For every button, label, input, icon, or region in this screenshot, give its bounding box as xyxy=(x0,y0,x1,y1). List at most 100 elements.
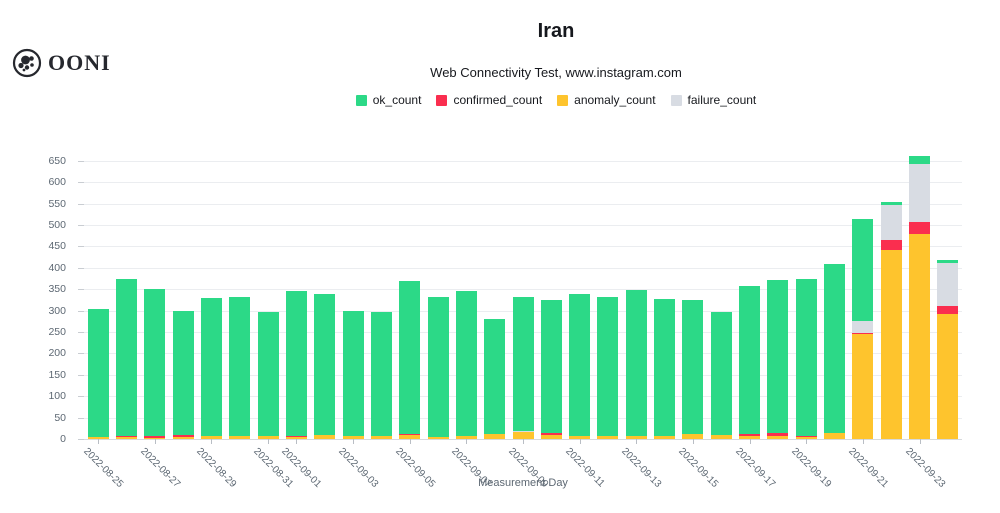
bar-segment-anomaly_count[interactable] xyxy=(484,433,506,439)
bar-segment-confirmed_count[interactable] xyxy=(937,305,959,315)
bar-segment-ok_count[interactable] xyxy=(824,263,846,433)
bar-segment-anomaly_count[interactable] xyxy=(172,437,194,439)
bar-segment-anomaly_count[interactable] xyxy=(257,436,279,439)
bar-2022-09-18[interactable] xyxy=(767,280,789,439)
bar-segment-ok_count[interactable] xyxy=(172,310,194,436)
bar-segment-anomaly_count[interactable] xyxy=(229,436,251,439)
bar-2022-09-17[interactable] xyxy=(739,285,761,439)
bar-segment-anomaly_count[interactable] xyxy=(597,436,619,439)
bar-segment-ok_count[interactable] xyxy=(937,260,959,264)
bar-segment-ok_count[interactable] xyxy=(342,310,364,437)
bar-segment-anomaly_count[interactable] xyxy=(654,435,676,439)
bar-2022-08-31[interactable] xyxy=(257,311,279,439)
bar-segment-failure_count[interactable] xyxy=(852,320,874,333)
bar-segment-anomaly_count[interactable] xyxy=(370,435,392,439)
bar-segment-failure_count[interactable] xyxy=(512,430,534,432)
bar-2022-08-27[interactable] xyxy=(144,289,166,439)
bar-segment-ok_count[interactable] xyxy=(484,319,506,434)
bar-2022-09-22[interactable] xyxy=(880,201,902,439)
bar-segment-ok_count[interactable] xyxy=(540,299,562,434)
bar-segment-anomaly_count[interactable] xyxy=(682,433,704,439)
bar-segment-confirmed_count[interactable] xyxy=(795,435,817,438)
bar-segment-ok_count[interactable] xyxy=(285,291,307,437)
bar-segment-ok_count[interactable] xyxy=(767,280,789,434)
bar-segment-failure_count[interactable] xyxy=(937,263,959,306)
bar-segment-ok_count[interactable] xyxy=(229,296,251,437)
bar-segment-ok_count[interactable] xyxy=(87,308,109,437)
bar-segment-anomaly_count[interactable] xyxy=(739,435,761,439)
bar-segment-confirmed_count[interactable] xyxy=(909,222,931,234)
bar-segment-failure_count[interactable] xyxy=(909,164,931,223)
bar-segment-anomaly_count[interactable] xyxy=(144,438,166,439)
bar-2022-09-21[interactable] xyxy=(852,218,874,439)
bar-segment-ok_count[interactable] xyxy=(909,155,931,165)
bar-2022-09-10[interactable] xyxy=(540,299,562,439)
bar-segment-ok_count[interactable] xyxy=(144,289,166,437)
bar-segment-anomaly_count[interactable] xyxy=(852,334,874,439)
bar-2022-09-14[interactable] xyxy=(654,298,676,439)
bar-segment-anomaly_count[interactable] xyxy=(569,435,591,439)
bar-segment-ok_count[interactable] xyxy=(682,299,704,434)
bar-2022-09-20[interactable] xyxy=(824,263,846,439)
bar-segment-ok_count[interactable] xyxy=(512,296,534,431)
bar-segment-confirmed_count[interactable] xyxy=(739,433,761,436)
bar-2022-08-25[interactable] xyxy=(87,308,109,439)
bar-2022-08-29[interactable] xyxy=(200,297,222,439)
bar-segment-ok_count[interactable] xyxy=(115,278,137,436)
bar-segment-confirmed_count[interactable] xyxy=(144,436,166,439)
bar-segment-anomaly_count[interactable] xyxy=(880,250,902,439)
bar-segment-ok_count[interactable] xyxy=(370,311,392,436)
bar-segment-anomaly_count[interactable] xyxy=(200,436,222,439)
bar-segment-confirmed_count[interactable] xyxy=(880,240,902,251)
bar-2022-09-02[interactable] xyxy=(314,293,336,439)
bar-2022-08-28[interactable] xyxy=(172,310,194,439)
bar-segment-anomaly_count[interactable] xyxy=(427,437,449,439)
bar-segment-confirmed_count[interactable] xyxy=(540,433,562,435)
bar-2022-09-07[interactable] xyxy=(455,291,477,439)
legend-item-failure-count[interactable]: failure_count xyxy=(670,93,756,107)
bar-segment-ok_count[interactable] xyxy=(852,218,874,321)
bar-segment-ok_count[interactable] xyxy=(597,296,619,437)
bar-2022-09-23[interactable] xyxy=(909,155,931,439)
bar-2022-09-03[interactable] xyxy=(342,310,364,439)
bar-segment-confirmed_count[interactable] xyxy=(399,433,421,435)
bar-segment-anomaly_count[interactable] xyxy=(625,435,647,439)
bar-segment-anomaly_count[interactable] xyxy=(937,314,959,439)
bar-segment-ok_count[interactable] xyxy=(200,297,222,437)
legend-item-ok-count[interactable]: ok_count xyxy=(355,93,421,107)
bar-2022-09-19[interactable] xyxy=(795,279,817,439)
bar-segment-ok_count[interactable] xyxy=(427,296,449,438)
bar-2022-08-26[interactable] xyxy=(115,278,137,439)
bar-segment-anomaly_count[interactable] xyxy=(824,432,846,439)
bar-segment-anomaly_count[interactable] xyxy=(710,434,732,439)
bar-segment-ok_count[interactable] xyxy=(795,279,817,436)
bar-segment-ok_count[interactable] xyxy=(257,311,279,437)
bar-2022-09-01[interactable] xyxy=(285,291,307,439)
bar-segment-confirmed_count[interactable] xyxy=(115,435,137,437)
bar-segment-anomaly_count[interactable] xyxy=(909,233,931,439)
bar-2022-09-13[interactable] xyxy=(625,290,647,439)
bar-segment-ok_count[interactable] xyxy=(739,285,761,434)
bar-segment-anomaly_count[interactable] xyxy=(399,434,421,439)
bar-segment-anomaly_count[interactable] xyxy=(540,434,562,439)
bar-2022-09-11[interactable] xyxy=(569,293,591,439)
bar-2022-09-16[interactable] xyxy=(710,312,732,439)
bar-segment-anomaly_count[interactable] xyxy=(512,431,534,439)
legend-item-confirmed-count[interactable]: confirmed_count xyxy=(436,93,542,107)
bar-segment-confirmed_count[interactable] xyxy=(285,436,307,437)
bar-segment-anomaly_count[interactable] xyxy=(115,436,137,439)
legend-item-anomaly-count[interactable]: anomaly_count xyxy=(557,93,656,107)
bar-segment-ok_count[interactable] xyxy=(399,280,421,434)
bar-segment-confirmed_count[interactable] xyxy=(852,332,874,335)
bar-2022-09-04[interactable] xyxy=(370,311,392,439)
bar-segment-ok_count[interactable] xyxy=(625,290,647,436)
bar-segment-confirmed_count[interactable] xyxy=(767,433,789,436)
bar-segment-anomaly_count[interactable] xyxy=(767,435,789,439)
bar-segment-ok_count[interactable] xyxy=(314,293,336,436)
bar-segment-failure_count[interactable] xyxy=(880,204,902,241)
bar-segment-anomaly_count[interactable] xyxy=(455,435,477,439)
bar-segment-ok_count[interactable] xyxy=(654,298,676,436)
bar-segment-anomaly_count[interactable] xyxy=(87,436,109,439)
bar-segment-anomaly_count[interactable] xyxy=(342,436,364,439)
bar-2022-09-15[interactable] xyxy=(682,299,704,439)
